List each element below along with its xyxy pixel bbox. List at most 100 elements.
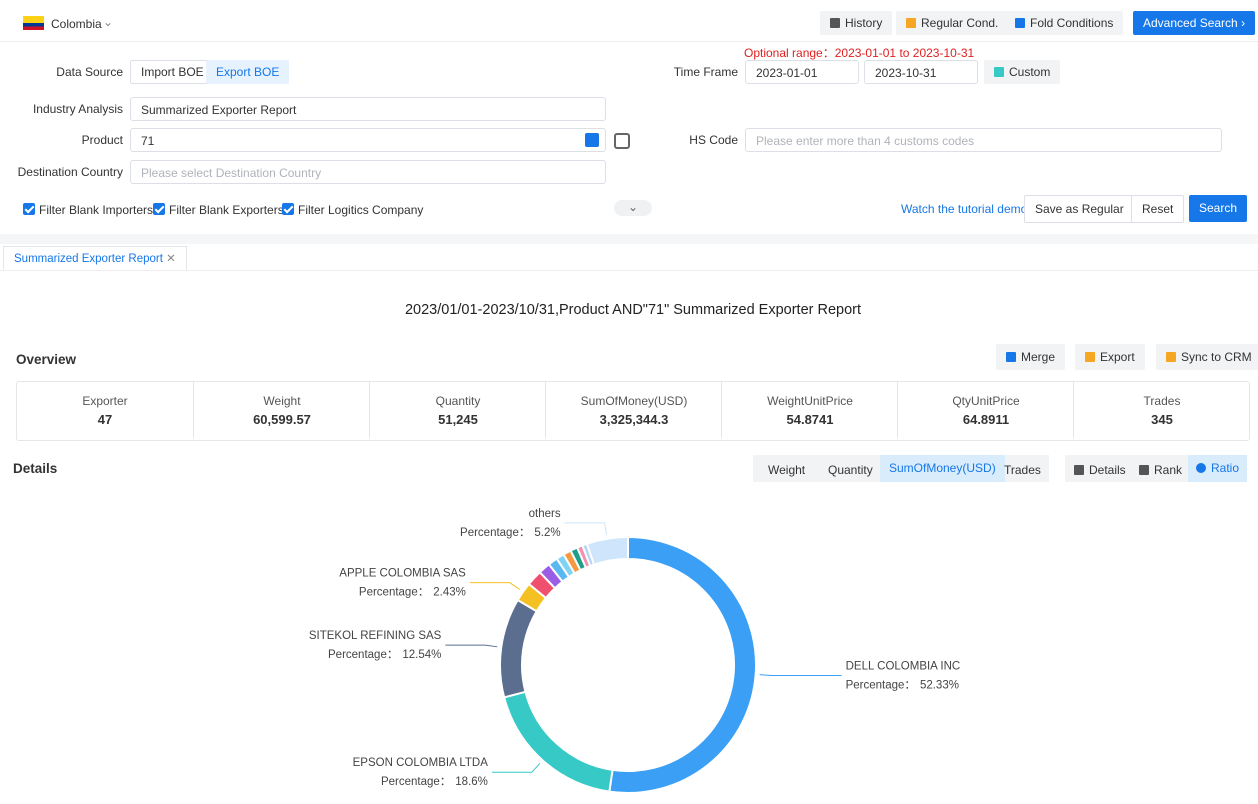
percentage-label: Percentage： [328,649,398,661]
percentage-value: 2.43% [433,587,466,599]
reset-button[interactable]: Reset [1131,195,1185,223]
hs-code-input[interactable]: Please enter more than 4 customs codes [745,128,1222,152]
slice-percentage: Percentage： 52.33% [846,680,959,692]
expand-toggle[interactable]: ⌄ [614,200,652,216]
advanced-search-button[interactable]: Advanced Search › [1133,11,1256,35]
metric-tab[interactable]: Weight [768,463,806,477]
destination-select[interactable]: Please select Destination Country [130,160,606,184]
industry-label: Industry Analysis [32,102,123,116]
stat-label: Trades [1143,394,1181,408]
country-caret: ⌄ [103,15,114,29]
slice-percentage: Percentage： 2.43% [359,587,466,599]
slice-label: SITEKOL REFINING SAS [309,630,442,642]
donut-slice [502,690,614,793]
overview-title: Overview [16,352,77,367]
report-tab[interactable]: Summarized Exporter Report ✕ [3,246,187,271]
stat: Weight 60,599.57 [193,382,370,438]
data-source-label: Data Source [56,65,123,79]
label: Export [1100,350,1135,364]
leader-line [469,582,520,590]
view-tab[interactable]: Details [1074,463,1126,477]
export-button[interactable]: Export [1075,344,1145,370]
percentage-label: Percentage： [381,776,451,788]
filter-label: Filter Logitics Company [298,203,424,217]
label: Regular Cond. [921,16,999,30]
product-input[interactable]: 71 [130,128,606,152]
label: Merge [1021,350,1056,364]
start-date[interactable]: 2023-01-01 [745,60,859,84]
donut-slice [499,598,539,699]
stat-value: 54.8741 [786,412,834,427]
slice-label: DELL COLOMBIA INC [846,661,961,673]
leader-line [491,762,541,773]
flag [23,16,44,30]
destination-label: Destination Country [17,165,123,179]
percentage-value: 52.33% [920,680,959,692]
stat-value: 51,245 [438,412,478,427]
tutorial-link[interactable]: Watch the tutorial demo [901,202,1028,216]
slice-percentage: Percentage： 18.6% [381,776,488,788]
label: Ratio [1211,461,1240,475]
metric-tab[interactable]: Trades [1004,463,1041,477]
checkbox[interactable] [282,203,294,215]
industry-select[interactable]: Summarized Exporter Report [130,97,606,121]
sync-crm-button[interactable]: Sync to CRM [1156,344,1258,370]
slice-label: APPLE COLOMBIA SAS [339,568,466,580]
view-tab[interactable]: Rank [1139,463,1182,477]
label: History [845,16,883,30]
checkbox[interactable] [153,203,165,215]
stat: Trades 345 [1073,382,1250,438]
stat-value: 3,325,344.3 [599,412,669,427]
tab-label: Summarized Exporter Report [14,253,163,265]
stats-box [16,381,1250,441]
country-select[interactable]: Colombia [51,17,102,31]
stat: SumOfMoney(USD) 3,325,344.3 [545,382,722,438]
label: Custom [1009,65,1051,79]
percentage-value: 18.6% [455,776,488,788]
donut-slice [585,535,629,566]
export-boe[interactable]: Export BOE [206,60,290,84]
import-boe[interactable]: Import BOE [130,60,215,84]
leader-line [564,522,608,535]
percentage-value: 5.2% [534,527,560,539]
metric-tab[interactable]: Quantity [828,463,873,477]
filter-label: Filter Blank Importers [39,203,154,217]
custom-button[interactable]: Custom [984,60,1061,84]
stat: Exporter 47 [17,382,193,438]
label: Fold Conditions [1030,16,1114,30]
search-button[interactable]: Search [1189,195,1248,222]
save-regular-button[interactable]: Save as Regular [1024,195,1135,223]
regular-cond-button[interactable]: Regular Cond. [896,11,1009,35]
stat-label: QtyUnitPrice [952,394,1020,408]
slice-label: others [529,508,561,520]
stat-label: Weight [263,394,301,408]
stat-label: Exporter [82,394,128,408]
metric-tab-active[interactable]: SumOfMoney(USD) [880,455,1005,482]
label: Sync to CRM [1181,350,1252,364]
divider [0,41,1258,42]
report-title: 2023/01/01-2023/10/31,Product AND"71" Su… [404,302,862,318]
fold-conditions-button[interactable]: Fold Conditions [1005,11,1124,35]
view-tab-active[interactable]: Ratio [1188,455,1248,482]
slice-percentage: Percentage： 12.54% [328,649,441,661]
percentage-value: 12.54% [402,649,441,661]
donut-chart: DELL COLOMBIA INC Percentage： 52.33% EPSON … [309,508,961,794]
slice-percentage: Percentage： 5.2% [460,527,561,539]
percentage-label: Percentage： [460,527,530,539]
search-icon[interactable] [614,133,630,149]
stat-value: 64.8911 [962,412,1010,427]
leader-line [445,644,498,648]
stat-value: 47 [97,412,113,427]
checkbox[interactable] [23,203,35,215]
stat: WeightUnitPrice 54.8741 [721,382,898,438]
history-button[interactable]: History [820,11,893,35]
end-date[interactable]: 2023-10-31 [864,60,978,84]
translate-icon[interactable] [585,133,599,147]
stat: Quantity 51,245 [369,382,546,438]
merge-button[interactable]: Merge [996,344,1066,370]
donut-slice [608,535,757,794]
stat-label: WeightUnitPrice [767,394,853,408]
label: Details [1089,463,1126,477]
label: Rank [1154,463,1183,477]
